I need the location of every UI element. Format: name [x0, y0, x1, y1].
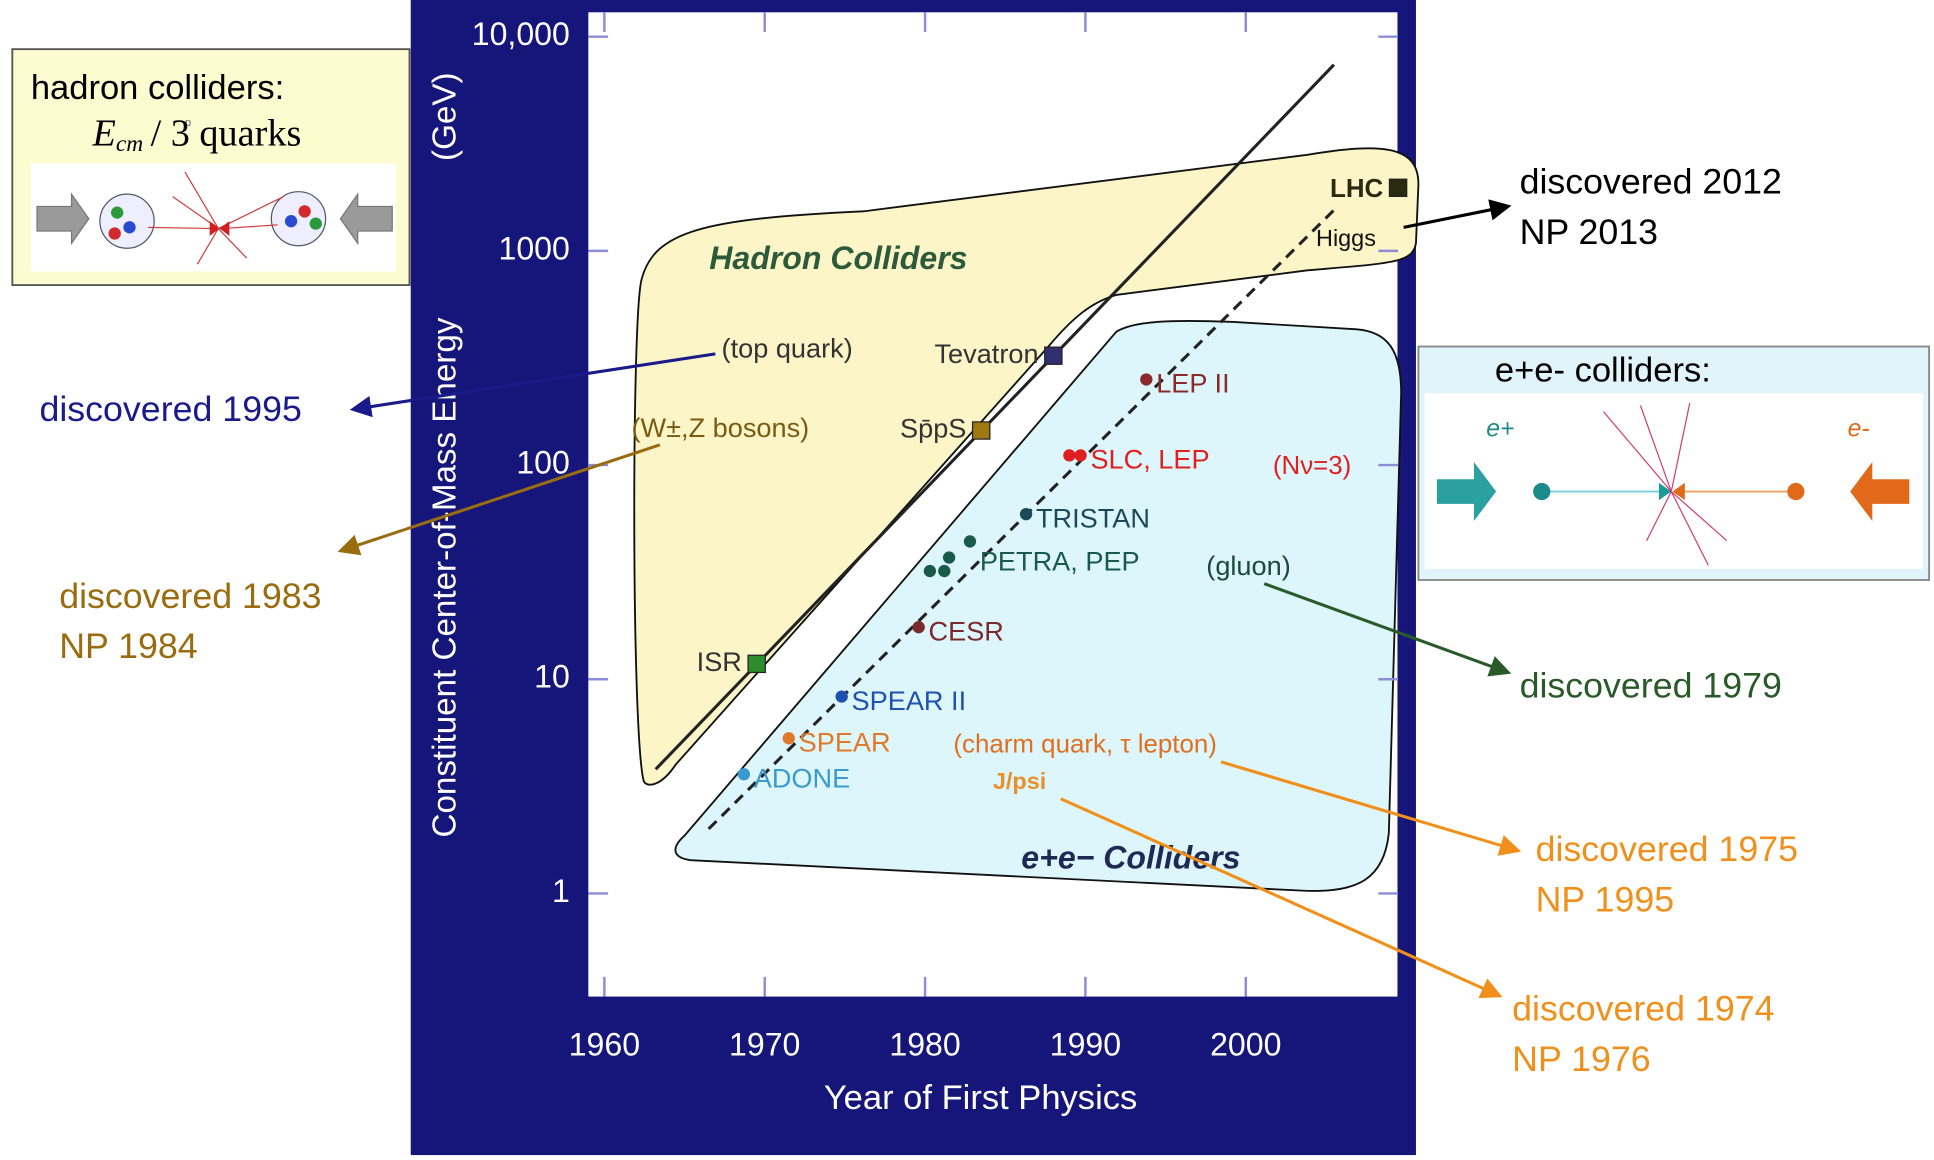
callout-text: discovered 2012 — [1520, 162, 1782, 202]
page: 10,000 1000 100 10 1 1960 1970 1980 1990 2000 Year… — [0, 0, 1934, 1160]
x-tick-label: 1980 — [889, 1026, 960, 1062]
y-tick-label: 100 — [516, 445, 569, 481]
quark — [109, 227, 121, 239]
collider-marker — [748, 655, 765, 672]
formula-subscript: cm — [116, 132, 143, 158]
annotation: (gluon) — [1206, 550, 1290, 581]
collider-marker — [964, 535, 976, 547]
quark — [310, 218, 322, 230]
proton — [100, 194, 154, 248]
annotation: (Nν=3) — [1273, 452, 1351, 480]
callout-arrow — [1404, 206, 1508, 227]
y-tick-label: 10 — [534, 659, 570, 695]
quark — [285, 215, 297, 227]
quark — [298, 205, 310, 217]
annotation: (charm quark, τ lepton) — [953, 731, 1217, 759]
x-tick-label: 2000 — [1210, 1026, 1281, 1062]
callout-text: discovered 1979 — [1520, 666, 1782, 706]
quark — [123, 221, 135, 233]
collider-label: Tevatron — [934, 338, 1038, 369]
y-tick-label: 1 — [552, 873, 570, 909]
callout-text: discovered 1983 — [59, 576, 321, 616]
annotation: (W±,Z bosons) — [632, 412, 810, 443]
positron — [1533, 483, 1550, 500]
hadron-box-title: hadron colliders: — [31, 69, 284, 107]
y-tick-label: 1000 — [499, 230, 570, 266]
region-label: Hadron Colliders — [709, 240, 967, 276]
ee-box-title: e+e- colliders: — [1495, 351, 1711, 389]
collider-label: SLC, LEP — [1090, 444, 1209, 475]
x-axis-title: Year of First Physics — [824, 1079, 1137, 1117]
callout-text: NP 1976 — [1512, 1039, 1651, 1079]
collider-label: CESR — [929, 616, 1004, 647]
formula-rest: / 3 quarks — [151, 112, 302, 154]
collider-marker — [1074, 449, 1086, 461]
collider-marker — [738, 768, 750, 780]
y-tick-label: 10,000 — [472, 16, 570, 52]
collider-label: SPEAR — [799, 727, 891, 758]
collider-label: LEP II — [1156, 368, 1229, 399]
collider-marker — [1045, 347, 1062, 364]
collider-label: ADONE — [754, 763, 850, 794]
collider-label: SPEAR II — [852, 685, 967, 716]
annotation: J/psi — [993, 768, 1046, 794]
electron — [1787, 483, 1804, 500]
y-axis-unit: (GeV) — [426, 72, 463, 160]
collider-marker — [912, 621, 924, 633]
region-label: e+e− Colliders — [1021, 840, 1240, 876]
collider-marker — [938, 565, 950, 577]
callout-text: NP 2013 — [1520, 212, 1659, 252]
electron-label: e- — [1848, 416, 1870, 443]
annotation: Higgs — [1316, 225, 1376, 251]
collider-marker — [783, 732, 795, 744]
callout-text: discovered 1975 — [1536, 829, 1798, 869]
formula-symbol: E — [92, 112, 116, 154]
collider-label: LHC — [1330, 175, 1383, 203]
collider-marker — [1140, 373, 1152, 385]
chart: 10,000 1000 100 10 1 1960 1970 1980 1990 2000 Year… — [0, 0, 1934, 1160]
quark — [111, 206, 123, 218]
positron-label: e+ — [1486, 416, 1514, 443]
callout-text: NP 1984 — [59, 626, 198, 666]
callout-text: discovered 1974 — [1512, 989, 1774, 1029]
collider-marker — [973, 422, 990, 439]
collider-marker — [1389, 179, 1406, 196]
x-tick-label: 1960 — [569, 1026, 640, 1062]
x-tick-label: 1990 — [1050, 1026, 1121, 1062]
x-tick-label: 1970 — [729, 1026, 800, 1062]
collider-label: Sp̄pS — [900, 413, 966, 444]
collider-label: PETRA, PEP — [980, 546, 1140, 577]
collider-marker — [1020, 508, 1032, 520]
collider-marker — [924, 565, 936, 577]
callout-text: NP 1995 — [1536, 879, 1675, 919]
collider-marker — [836, 690, 848, 702]
collider-marker — [1063, 449, 1075, 461]
collider-label: ISR — [697, 646, 742, 677]
callout-text: discovered 1995 — [39, 389, 301, 429]
collider-label: TRISTAN — [1036, 502, 1150, 533]
collider-marker — [943, 551, 955, 563]
annotation: (top quark) — [722, 332, 853, 363]
